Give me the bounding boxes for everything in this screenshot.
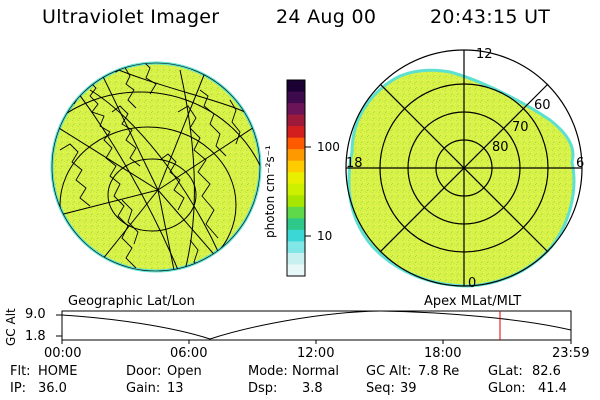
gain-value: 13 <box>167 381 184 396</box>
colorbar-segment <box>287 241 305 254</box>
timeline-xtick-0000: 00:00 <box>44 346 82 361</box>
geographic-limb <box>51 62 261 272</box>
colorbar-segment <box>287 91 305 104</box>
magnetic-map-label: Apex MLat/MLT <box>424 294 522 309</box>
geographic-map-label: Geographic Lat/Lon <box>68 294 195 309</box>
door-value: Open <box>167 364 202 379</box>
flt-label: Flt: <box>10 364 31 379</box>
altitude-curve <box>61 310 572 340</box>
seq-value: 39 <box>400 381 417 396</box>
timeline-xtick-1200: 12:00 <box>297 346 335 361</box>
gcalt-value: 7.8 Re <box>418 364 460 379</box>
colorbar-segment <box>287 195 305 208</box>
colorbar-segment <box>287 160 305 173</box>
colorbar-segment <box>287 103 305 116</box>
colorbar-segment <box>287 172 305 185</box>
magnetic-grid <box>345 49 583 287</box>
timeline-ytick-low: 1.8 <box>25 329 46 344</box>
ip-label: IP: <box>10 381 27 396</box>
observation-date: 24 Aug 00 <box>276 6 377 28</box>
mlt-label-6: 6 <box>576 156 585 171</box>
mlt-label-0: 0 <box>468 276 477 291</box>
instrument-title: Ultraviolet Imager <box>42 6 220 28</box>
colorbar-segment <box>287 206 305 219</box>
colorbar-segment <box>287 183 305 196</box>
colorbar-segment <box>287 137 305 150</box>
observation-time: 20:43:15 UT <box>430 6 551 28</box>
gcalt-label: GC Alt: <box>366 364 412 379</box>
colorbar-segment <box>287 264 305 277</box>
timeline-ylabel: GC Alt <box>4 308 18 346</box>
magnetic-map <box>345 49 583 288</box>
geographic-auroral-image <box>50 61 262 273</box>
colorbar-segment <box>287 114 305 127</box>
dsp-label: Dsp: <box>248 381 278 396</box>
timeline-xtick-2359: 23:59 <box>552 346 590 361</box>
glon-label: GLon: <box>488 381 526 396</box>
mlat-label-70: 70 <box>512 120 529 135</box>
mode-label: Mode: <box>248 364 288 379</box>
timeline-xtick-1800: 18:00 <box>424 346 462 361</box>
coastlines <box>59 63 241 271</box>
door-label: Door: <box>126 364 162 379</box>
timeline-xtick-0600: 06:00 <box>170 346 208 361</box>
colorbar-segment <box>287 229 305 242</box>
colorbar-segment <box>287 252 305 265</box>
colorbar-segment <box>287 126 305 139</box>
mlat-label-60: 60 <box>534 98 551 113</box>
glat-label: GLat: <box>488 364 523 379</box>
colorbar-ticks <box>305 146 311 237</box>
dsp-value: 3.8 <box>302 381 323 396</box>
colorbar-border <box>286 79 306 277</box>
mlt-label-12: 12 <box>476 47 493 62</box>
mode-value: Normal <box>292 364 340 379</box>
flt-value: HOME <box>38 364 78 379</box>
mlat-label-80: 80 <box>492 140 509 155</box>
gain-label: Gain: <box>126 381 161 396</box>
orbit-timeline <box>56 310 572 344</box>
colorbar-segment <box>287 80 305 93</box>
colorbar-tick-10: 10 <box>317 229 333 243</box>
mlt-label-18: 18 <box>346 156 363 171</box>
ip-value: 36.0 <box>38 381 67 396</box>
timeline-ytick-high: 9.0 <box>25 307 46 322</box>
geographic-map <box>50 61 262 273</box>
glon-value: 41.4 <box>538 381 567 396</box>
seq-label: Seq: <box>366 381 395 396</box>
colorbar-segment <box>287 149 305 162</box>
colorbar-segment <box>287 218 305 231</box>
glat-value: 82.6 <box>532 364 561 379</box>
colorbar <box>286 79 306 277</box>
colorbar-unit-label: photon cm⁻²s⁻¹ <box>263 145 277 238</box>
colorbar-tick-100: 100 <box>317 140 340 154</box>
